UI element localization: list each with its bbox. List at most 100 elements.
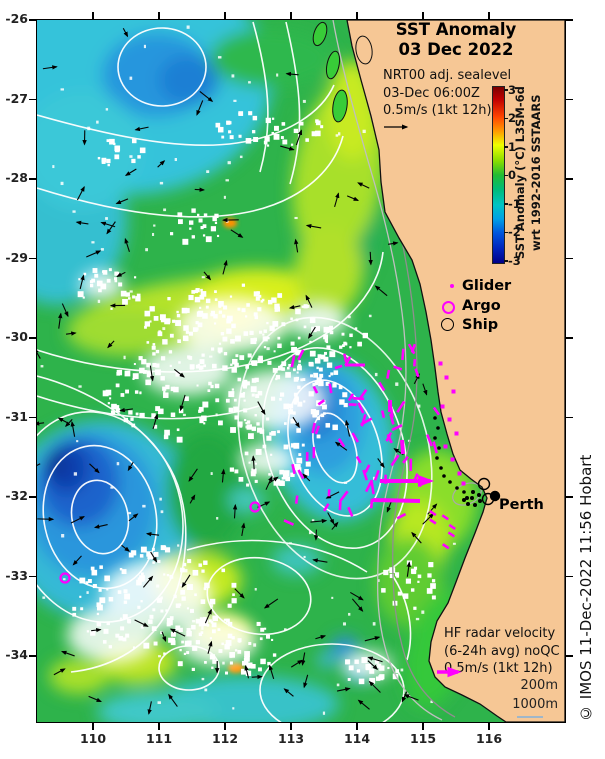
depth-label-200m: 200m bbox=[520, 678, 558, 693]
forecast-note-line2: 03-Dec 06:00Z bbox=[383, 85, 480, 101]
lat-axis-label: -31 bbox=[5, 408, 28, 424]
lat-tick-right bbox=[565, 337, 573, 339]
velocity-scale-arrow bbox=[384, 124, 409, 130]
legend-item-glider: Glider bbox=[462, 278, 512, 294]
map-canvas bbox=[37, 20, 565, 722]
lat-axis-label: -27 bbox=[5, 90, 28, 106]
lat-tick-left bbox=[29, 337, 37, 339]
lon-axis-label: 116 bbox=[475, 731, 503, 746]
colorbar-tick bbox=[504, 174, 508, 177]
hf-note-line1: HF radar velocity bbox=[444, 626, 556, 641]
lat-tick-right bbox=[565, 98, 573, 101]
lat-tick-left bbox=[29, 416, 37, 419]
colorbar-tick-label: -1 bbox=[508, 196, 521, 211]
glider-track bbox=[345, 361, 466, 503]
colorbar-tick bbox=[504, 146, 508, 148]
lat-tick-right bbox=[565, 257, 573, 260]
lon-tick-top bbox=[158, 12, 160, 20]
lat-axis-label: -32 bbox=[5, 488, 28, 503]
current-vectors bbox=[37, 27, 438, 715]
argo-legend-circle bbox=[442, 301, 455, 314]
lon-tick-bottom bbox=[488, 722, 490, 730]
lon-axis-label: 111 bbox=[145, 731, 173, 746]
colorbar-tick-label: -3 bbox=[508, 253, 521, 268]
depth-label-1000m: 1000m bbox=[512, 697, 558, 712]
lat-tick-left bbox=[29, 19, 37, 21]
ship-track bbox=[433, 416, 482, 507]
forecast-note: NRT00 adj. sealevel 03-Dec 06:00Z 0.5m/s… bbox=[383, 67, 511, 120]
forecast-note-line1: NRT00 adj. sealevel bbox=[383, 68, 512, 83]
chart-title: SST Anomaly 03 Dec 2022 bbox=[372, 20, 540, 59]
lon-tick-top bbox=[356, 12, 358, 20]
colorbar-tick-label: 2 bbox=[508, 111, 517, 125]
lon-axis-label: 112 bbox=[211, 731, 239, 746]
colorbar-tick bbox=[504, 203, 508, 205]
lon-axis-label: 113 bbox=[277, 731, 305, 746]
hf-radar-note: HF radar velocity (6-24h avg) noQC 0.5m/… bbox=[444, 625, 560, 678]
lat-axis-label: -26 bbox=[5, 11, 28, 26]
lat-tick-left bbox=[29, 98, 37, 101]
sealevel-contours bbox=[37, 21, 433, 722]
colorbar-tick-label: -2 bbox=[508, 225, 521, 239]
land-australia bbox=[346, 20, 565, 722]
colorbar-tick-label: 1 bbox=[508, 139, 517, 154]
lon-tick-top bbox=[422, 12, 424, 20]
shark-bay-islands bbox=[312, 21, 373, 123]
lat-tick-right bbox=[565, 655, 573, 657]
colorbar-tick bbox=[504, 260, 508, 262]
colorbar-tick-label: 3 bbox=[508, 82, 517, 97]
lon-axis-label: 115 bbox=[409, 731, 437, 746]
lat-axis-label: -28 bbox=[5, 170, 28, 185]
city-label-perth: Perth bbox=[499, 497, 544, 513]
lat-tick-right bbox=[565, 19, 573, 21]
lat-tick-right bbox=[565, 178, 573, 180]
lon-tick-top bbox=[224, 12, 226, 20]
colorbar-tick-label: 0 bbox=[508, 168, 517, 182]
lat-tick-left bbox=[29, 257, 37, 260]
legend-item-ship: Ship bbox=[462, 317, 499, 333]
ship-legend-circle bbox=[441, 318, 454, 331]
lon-tick-bottom bbox=[158, 722, 160, 730]
lon-tick-top bbox=[290, 12, 292, 20]
argo-floats bbox=[59, 501, 261, 584]
lat-tick-left bbox=[29, 655, 37, 657]
forecast-note-line3: 0.5m/s (1kt 12h) bbox=[383, 103, 492, 118]
cloud-speckles bbox=[40, 25, 456, 715]
lat-tick-right bbox=[565, 575, 573, 578]
perth-city-dot bbox=[489, 490, 501, 502]
credit-text: © IMOS 11-Dec-2022 11:56 Hobart bbox=[577, 454, 595, 722]
lat-axis-label: -29 bbox=[5, 249, 28, 265]
lon-tick-bottom bbox=[92, 722, 94, 730]
lat-axis-label: -30 bbox=[5, 329, 28, 344]
depth-1000m-line-sample bbox=[517, 716, 543, 718]
lon-tick-bottom bbox=[356, 722, 358, 730]
hf-note-line3: 0.5m/s (1kt 12h) bbox=[444, 661, 553, 676]
hf-radar-vectors bbox=[283, 343, 456, 550]
lon-tick-top bbox=[92, 12, 94, 20]
colorbar-tick bbox=[504, 117, 508, 120]
colorbar-tick bbox=[504, 89, 508, 91]
lat-tick-left bbox=[29, 496, 37, 498]
title-line2: 03 Dec 2022 bbox=[398, 39, 514, 59]
lon-axis-label: 114 bbox=[343, 731, 371, 746]
lon-tick-bottom bbox=[224, 722, 226, 730]
map-area bbox=[36, 19, 566, 723]
lon-tick-bottom bbox=[290, 722, 292, 730]
title-line1: SST Anomaly bbox=[395, 20, 517, 39]
sst-raster-blobs bbox=[37, 20, 477, 722]
hf-scale-arrow bbox=[437, 666, 462, 678]
lon-tick-bottom bbox=[422, 722, 424, 730]
hf-note-line2: (6-24h avg) noQC bbox=[444, 643, 560, 659]
colorbar-tick bbox=[504, 231, 508, 234]
glider-legend-dot bbox=[450, 284, 454, 288]
lat-tick-right bbox=[565, 496, 573, 498]
lat-axis-label: -33 bbox=[5, 567, 28, 583]
lon-axis-label: 110 bbox=[79, 731, 107, 746]
lat-axis-label: -34 bbox=[5, 647, 28, 662]
legend-item-argo: Argo bbox=[462, 298, 501, 314]
lat-tick-right bbox=[565, 416, 573, 419]
lat-tick-left bbox=[29, 178, 37, 180]
lon-tick-top bbox=[488, 12, 490, 20]
lat-tick-left bbox=[29, 575, 37, 578]
